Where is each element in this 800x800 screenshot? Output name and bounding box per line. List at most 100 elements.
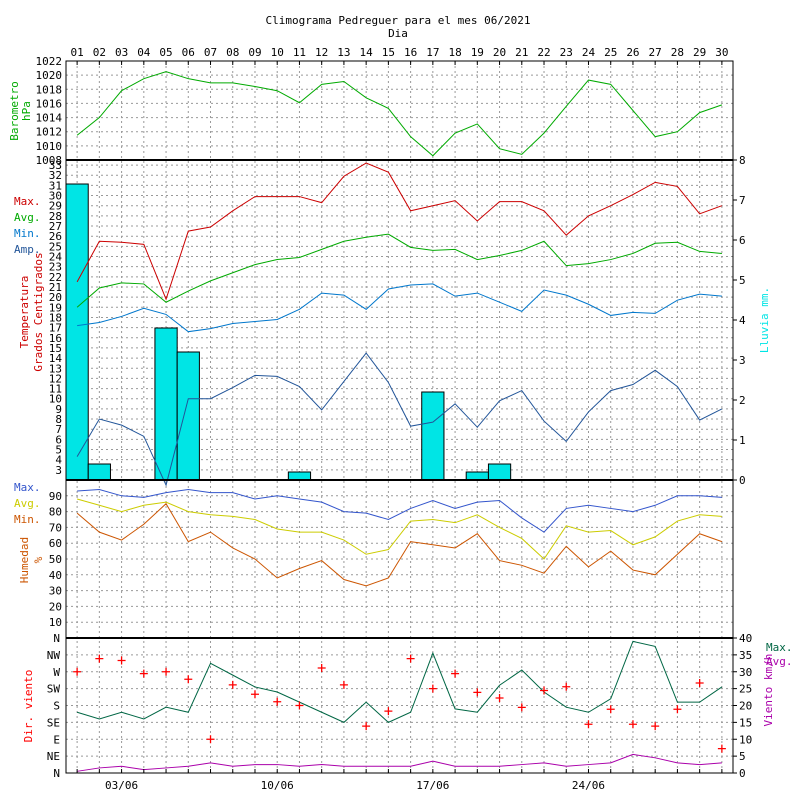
temperature-tick-label: 33	[49, 159, 62, 172]
wind-direction-tick-label: N	[53, 767, 60, 780]
wind-direction-marker	[651, 722, 660, 731]
wind-direction-axis-label: Dir. viento	[22, 670, 35, 743]
wind-direction-marker	[295, 701, 304, 710]
panel-divider	[66, 159, 733, 161]
day-tick-label: 04	[137, 46, 151, 59]
wind-speed-tick-label: 20	[739, 700, 752, 713]
day-tick-label: 14	[360, 46, 374, 59]
temperature-tick-label: 14	[49, 352, 63, 365]
rain-tick-label: 5	[739, 274, 746, 287]
temperature-tick-label: 22	[49, 271, 62, 284]
rain-tick-label: 1	[739, 434, 746, 447]
temperature-tick-label: 21	[49, 281, 62, 294]
day-tick-label: 08	[226, 46, 239, 59]
day-tick-label: 09	[248, 46, 261, 59]
temperature-tick-label: 7	[55, 423, 62, 436]
rain-bar	[465, 471, 489, 481]
day-tick-label: 05	[159, 46, 172, 59]
axis-labels-layer: 01 02 03 04 05 06 07 08 09 10 11 12 13 14 15 16 17 18 19 20…	[8, 46, 793, 792]
wind-direction-marker	[139, 669, 148, 678]
day-tick-label: 12	[315, 46, 328, 59]
rain-bar	[154, 327, 178, 481]
chart-title: Climograma Pedreguer para el mes 06/2021	[266, 14, 531, 27]
panel-divider	[66, 479, 733, 481]
day-tick-label: 03	[115, 46, 128, 59]
rain-bar	[487, 463, 512, 481]
humidity-unit-label: %	[32, 556, 45, 563]
day-tick-label: 17	[426, 46, 439, 59]
temperature-tick-label: 31	[49, 179, 62, 192]
day-tick-label: 30	[715, 46, 728, 59]
humidity-tick-label: 50	[49, 553, 62, 566]
temperature-legend-item: Amp.	[14, 243, 41, 256]
wind-direction-marker	[562, 682, 571, 691]
day-tick-label: 21	[515, 46, 528, 59]
temperature-tick-label: 9	[55, 403, 62, 416]
wind-speed-tick-label: 25	[739, 683, 752, 696]
day-tick-label: 24	[582, 46, 596, 59]
day-tick-label: 16	[404, 46, 417, 59]
temperature-tick-label: 6	[55, 433, 62, 446]
rain-tick-label: 8	[739, 154, 746, 167]
rain-tick-label: 4	[739, 314, 746, 327]
humidity-tick-label: 80	[49, 506, 62, 519]
pressure-line	[76, 71, 723, 157]
wind-direction-marker	[584, 720, 593, 729]
temp-min-line	[77, 283, 722, 333]
pressure-tick-label: 1010	[36, 140, 63, 153]
wind-direction-tick-label: NW	[47, 649, 61, 662]
wind-speed-tick-label: 5	[739, 750, 746, 763]
date-tick-label: 17/06	[416, 779, 449, 792]
wind-direction-marker	[495, 694, 504, 702]
temperature-tick-label: 17	[49, 322, 62, 335]
temperature-tick-label: 16	[49, 332, 62, 345]
wind-direction-marker	[473, 688, 482, 697]
temperature-tick-label: 30	[49, 190, 62, 203]
day-tick-label: 23	[560, 46, 573, 59]
day-tick-label: 18	[448, 46, 461, 59]
x-axis-label: Dia	[388, 27, 408, 40]
temperature-tick-label: 15	[49, 342, 62, 355]
wind-direction-marker	[517, 703, 526, 712]
day-tick-label: 02	[93, 46, 106, 59]
wind-speed-tick-label: 15	[739, 716, 752, 729]
wind-direction-tick-label: S	[53, 700, 60, 713]
wind-direction-marker	[228, 680, 237, 689]
day-tick-label: 22	[537, 46, 550, 59]
wind-direction-marker	[428, 684, 437, 693]
humidity-tick-label: 30	[49, 585, 62, 598]
pressure-unit-label: hPa	[20, 101, 33, 121]
wind-direction-marker	[317, 664, 326, 672]
humidity-tick-label: 70	[49, 521, 62, 534]
day-tick-label: 11	[293, 46, 306, 59]
temperature-tick-label: 28	[49, 210, 62, 223]
rain-bar	[287, 471, 312, 481]
humidity-legend-item: Min.	[14, 513, 41, 526]
temperature-tick-label: 26	[49, 230, 62, 243]
panel-frames	[65, 60, 737, 774]
wind-direction-marker	[362, 722, 371, 731]
rain-tick-label: 6	[739, 234, 746, 247]
rain-bars	[65, 183, 512, 481]
temperature-tick-label: 10	[49, 393, 62, 406]
rain-axis-label: Lluvia mm.	[758, 287, 771, 353]
temp-amp-line	[76, 352, 723, 487]
wind-max-line	[76, 640, 723, 723]
wind-direction-marker	[540, 686, 549, 695]
pressure-tick-label: 1012	[36, 126, 63, 139]
wind-direction-marker	[673, 705, 682, 714]
temperature-tick-label: 8	[55, 413, 62, 426]
wind-speed-tick-label: 30	[739, 666, 752, 679]
pressure-axis-label: Barometro	[8, 81, 21, 141]
pressure-tick-label: 1008	[36, 154, 63, 167]
humidity-min-line	[76, 502, 723, 587]
temperature-tick-label: 25	[49, 240, 62, 253]
wind-direction-marker	[95, 654, 104, 663]
wind-speed-tick-label: 0	[739, 767, 746, 780]
wind-direction-marker	[384, 707, 393, 716]
temperature-axis-label: Temperatura	[18, 276, 31, 349]
day-tick-label: 29	[693, 46, 706, 59]
wind-direction-tick-label: SE	[47, 716, 60, 729]
